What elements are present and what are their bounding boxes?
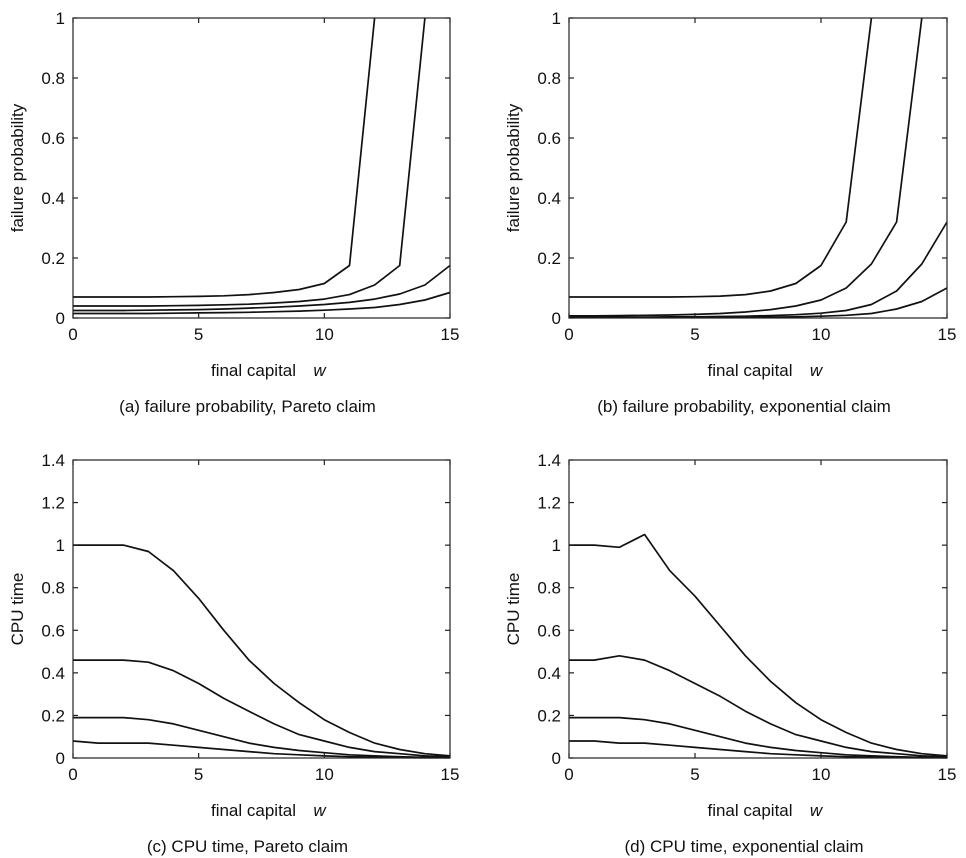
y-tick-label: 1.2 — [537, 494, 561, 513]
panel-c-cpu-time-pareto: 0 5 10 15 0 0.2 0.4 0.6 0.8 1 1.2 1.4 CPU time final … — [8, 451, 459, 856]
x-tick-label: 10 — [315, 765, 334, 784]
x-tick-label: 15 — [441, 765, 460, 784]
x-axis-title: final capital — [211, 361, 296, 380]
y-tick-label: 0.2 — [537, 706, 561, 725]
x-tick-label: 5 — [690, 325, 699, 344]
y-tick-label: 0.2 — [41, 706, 65, 725]
panel-caption: (d) CPU time, exponential claim — [624, 837, 863, 856]
series-line-1 — [569, 533, 948, 757]
x-tick-label: 5 — [194, 765, 203, 784]
y-axis-title: failure probability — [504, 103, 523, 232]
y-tick-label: 0.4 — [537, 664, 561, 683]
y-tick-label: 0 — [552, 749, 561, 768]
series-line-3 — [73, 716, 451, 759]
y-tick-label: 0.8 — [537, 69, 561, 88]
panel-caption: (a) failure probability, Pareto claim — [119, 397, 376, 416]
x-tick-label: 0 — [564, 765, 573, 784]
y-tick-label: 1 — [552, 536, 561, 555]
series-line-4 — [72, 740, 450, 759]
x-axis-title: final capital — [707, 361, 792, 380]
y-axis-title: CPU time — [504, 573, 523, 646]
x-tick-label: 10 — [812, 325, 831, 344]
x-axis-variable: w — [313, 801, 327, 820]
series-line-2 — [569, 654, 948, 758]
x-axis-title: final capital — [707, 801, 792, 820]
y-tick-label: 1.4 — [41, 451, 65, 470]
x-tick-label: 15 — [938, 765, 957, 784]
x-axis-variable: w — [810, 801, 824, 820]
x-axis-variable: w — [810, 361, 824, 380]
y-tick-label: 0.2 — [41, 249, 65, 268]
x-tick-label: 5 — [690, 765, 699, 784]
y-tick-label: 0.6 — [41, 129, 65, 148]
y-axis-title: CPU time — [8, 573, 27, 646]
x-tick-label: 15 — [441, 325, 460, 344]
panel-b-failure-probability-exponential: 0 5 10 15 0 0.2 0.4 0.6 0.8 1 failure probability f… — [504, 9, 956, 416]
y-tick-label: 1.4 — [537, 451, 561, 470]
y-tick-label: 0 — [552, 309, 561, 328]
y-tick-label: 0.6 — [537, 621, 561, 640]
y-tick-label: 1 — [56, 536, 65, 555]
series-line-3 — [73, 264, 451, 312]
y-tick-label: 0.4 — [537, 189, 561, 208]
series-line-4 — [73, 291, 451, 315]
y-axis-title: failure probability — [8, 103, 27, 232]
plot-frame — [568, 17, 948, 319]
series-line-1 — [73, 544, 451, 757]
panel-d-cpu-time-exponential: 0 5 10 15 0 0.2 0.4 0.6 0.8 1 1.2 1.4 CPU time final … — [504, 451, 956, 856]
series-line-2 — [73, 659, 451, 758]
x-tick-label: 10 — [812, 765, 831, 784]
y-tick-label: 0 — [56, 309, 65, 328]
y-tick-label: 0.2 — [537, 249, 561, 268]
plot-frame — [72, 17, 451, 319]
y-tick-label: 0 — [56, 749, 65, 768]
y-tick-label: 0.8 — [537, 579, 561, 598]
y-tick-label: 1 — [56, 9, 65, 28]
y-tick-label: 0.4 — [41, 664, 65, 683]
y-tick-label: 0.6 — [537, 129, 561, 148]
y-tick-label: 0.8 — [41, 579, 65, 598]
plot-frame — [568, 459, 948, 759]
series-line-3 — [569, 221, 948, 318]
x-tick-label: 0 — [68, 765, 77, 784]
x-tick-label: 5 — [194, 325, 203, 344]
panel-a-failure-probability-pareto: 0 5 10 15 0 0.2 0.4 0.6 0.8 1 failure probability f… — [8, 9, 459, 416]
y-tick-label: 0.8 — [41, 69, 65, 88]
y-tick-label: 0.4 — [41, 189, 65, 208]
series-line-2 — [569, 17, 923, 317]
series-line-4 — [569, 740, 947, 759]
y-tick-label: 0.6 — [41, 621, 65, 640]
series-line-1 — [569, 17, 873, 298]
x-tick-label: 15 — [938, 325, 957, 344]
y-tick-label: 1.2 — [41, 494, 65, 513]
plot-frame — [72, 459, 451, 759]
x-tick-label: 0 — [68, 325, 77, 344]
panel-caption: (c) CPU time, Pareto claim — [147, 837, 348, 856]
x-tick-label: 10 — [315, 325, 334, 344]
series-line-2 — [73, 17, 426, 307]
x-axis-variable: w — [313, 361, 327, 380]
x-tick-label: 0 — [564, 325, 573, 344]
series-line-3 — [569, 716, 948, 759]
panel-caption: (b) failure probability, exponential cla… — [597, 397, 891, 416]
x-axis-title: final capital — [211, 801, 296, 820]
series-line-1 — [73, 17, 376, 298]
y-tick-label: 1 — [552, 9, 561, 28]
